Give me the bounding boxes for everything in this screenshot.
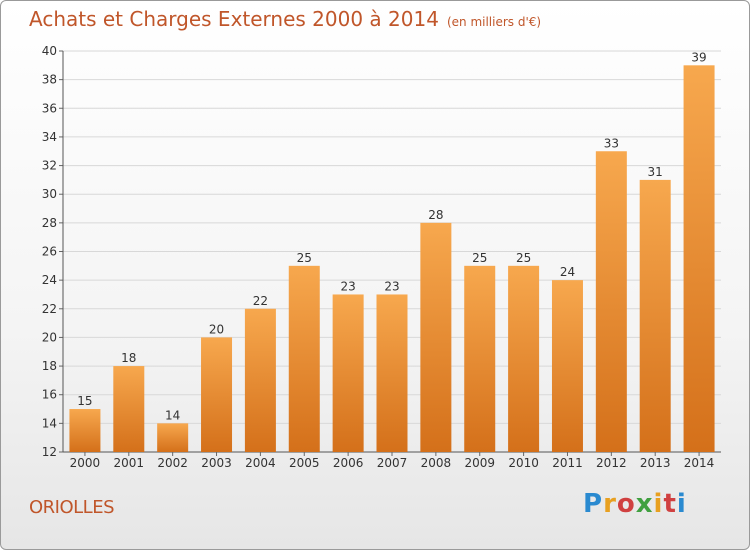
bar-2004 (244, 308, 276, 452)
bar-2006 (332, 294, 364, 452)
y-tick-label-18: 18 (42, 359, 57, 373)
x-tick-labels: 2000 2001 2002 2003 2004 2005 2006 2007 2008 2009… (70, 452, 715, 470)
y-tick-label-14: 14 (42, 416, 57, 430)
data-label-2007: 23 (384, 279, 399, 293)
bar-2013 (639, 179, 671, 452)
proxiti-logo[interactable]: Proxiti (583, 489, 687, 519)
data-label-2000: 15 (77, 394, 92, 408)
bar-2001 (113, 366, 145, 452)
bar-2014 (683, 65, 715, 453)
bar-2000 (69, 409, 101, 452)
place-name: ORIOLLES (29, 497, 115, 518)
y-tick-label-24: 24 (42, 273, 57, 287)
data-label-2013: 31 (648, 165, 663, 179)
x-tick-label-2008: 2008 (421, 456, 452, 470)
data-label-2009: 25 (472, 251, 487, 265)
data-label-2001: 18 (121, 351, 136, 365)
bar-2007 (376, 294, 408, 452)
bar-2008 (420, 222, 452, 452)
x-tick-label-2013: 2013 (640, 456, 671, 470)
data-label-2002: 14 (165, 408, 180, 422)
x-tick-label-2014: 2014 (684, 456, 715, 470)
chart-subtitle: (en milliers d'€) (446, 15, 542, 29)
x-tick-label-2003: 2003 (201, 456, 232, 470)
y-tick-label-16: 16 (42, 388, 57, 402)
data-label-2008: 28 (428, 208, 443, 222)
x-tick-label-2004: 2004 (245, 456, 276, 470)
y-tick-label-36: 36 (42, 101, 57, 115)
y-tick-label-22: 22 (42, 302, 57, 316)
y-tick-label-40: 40 (42, 44, 57, 58)
data-label-2011: 24 (560, 265, 575, 279)
x-tick-label-2006: 2006 (333, 456, 364, 470)
data-label-2012: 33 (604, 136, 619, 150)
data-label-2014: 39 (691, 50, 706, 64)
x-tick-label-2002: 2002 (157, 456, 188, 470)
bar-2012 (595, 151, 627, 452)
chart-title-text: Achats et Charges Externes 2000 à 2014 (29, 7, 439, 31)
y-tick-label-28: 28 (42, 216, 57, 230)
bar-2002 (157, 423, 189, 452)
data-label-2006: 23 (340, 279, 355, 293)
data-label-2003: 20 (209, 322, 224, 336)
y-tick-label-20: 20 (42, 330, 57, 344)
x-tick-label-2009: 2009 (464, 456, 495, 470)
data-label-2004: 22 (253, 294, 268, 308)
y-tick-label-30: 30 (42, 187, 57, 201)
chart-title: Achats et Charges Externes 2000 à 2014 (e… (29, 7, 541, 31)
x-tick-label-2000: 2000 (70, 456, 101, 470)
x-tick-label-2011: 2011 (552, 456, 583, 470)
bar-2003 (201, 337, 233, 452)
y-tick-label-34: 34 (42, 130, 57, 144)
y-tick-label-26: 26 (42, 245, 57, 259)
bar-2011 (551, 280, 583, 452)
bars (69, 65, 715, 453)
x-tick-label-2005: 2005 (289, 456, 320, 470)
x-tick-label-2007: 2007 (377, 456, 408, 470)
y-tick-label-12: 12 (42, 445, 57, 459)
data-labels: 15 18 14 20 22 25 23 23 28 25 25 24 33 31 39 (77, 50, 706, 422)
bar-2009 (464, 265, 496, 452)
data-label-2010: 25 (516, 251, 531, 265)
x-tick-label-2012: 2012 (596, 456, 627, 470)
y-tick-label-32: 32 (42, 159, 57, 173)
y-tick-label-38: 38 (42, 73, 57, 87)
x-tick-label-2010: 2010 (508, 456, 539, 470)
y-tick-labels: 12 14 16 18 20 22 24 26 28 30 32 34 36 38 40 (42, 44, 57, 459)
data-label-2005: 25 (297, 251, 312, 265)
x-tick-label-2001: 2001 (114, 456, 145, 470)
bar-2010 (508, 265, 540, 452)
bar-2005 (288, 265, 320, 452)
